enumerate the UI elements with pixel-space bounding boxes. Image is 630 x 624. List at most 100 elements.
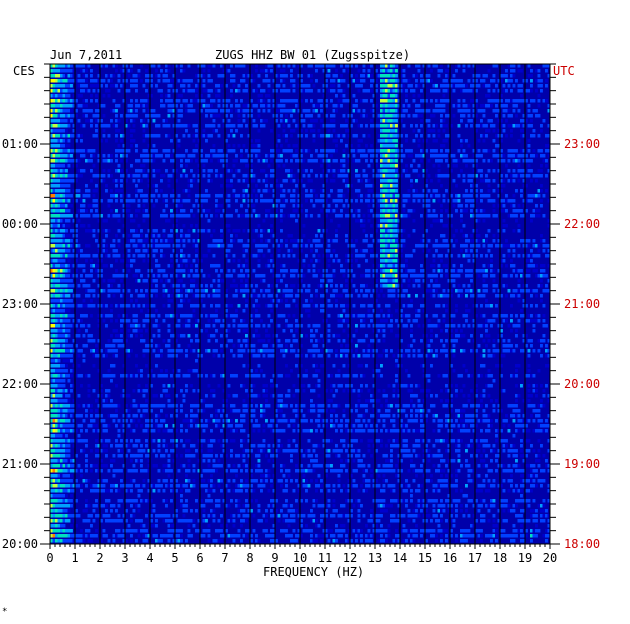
heatmap-cell: [270, 229, 273, 233]
heatmap-cell: [362, 229, 366, 233]
heatmap-cell: [380, 139, 383, 143]
heatmap-cell: [380, 124, 383, 128]
heatmap-cell: [295, 269, 298, 273]
heatmap-cell: [487, 89, 491, 93]
heatmap-cell: [467, 64, 471, 68]
heatmap-cell: [542, 269, 546, 273]
heatmap-cell: [277, 104, 281, 108]
heatmap-cell: [55, 249, 58, 253]
heatmap-cell: [417, 309, 421, 313]
heatmap-cell: [197, 174, 201, 178]
heatmap-cell: [447, 214, 451, 218]
heatmap-cell: [95, 204, 98, 208]
heatmap-cell: [332, 129, 336, 133]
heatmap-cell: [172, 79, 176, 83]
heatmap-cell: [215, 174, 218, 178]
heatmap-cell: [380, 214, 383, 218]
heatmap-cell: [327, 274, 331, 278]
heatmap-cell: [87, 229, 91, 233]
heatmap-cell: [257, 94, 261, 98]
heatmap-cell: [390, 79, 393, 83]
heatmap-cell: [285, 319, 288, 323]
heatmap-cell: [320, 124, 323, 128]
heatmap-cell: [432, 64, 436, 68]
heatmap-cell: [267, 89, 271, 93]
heatmap-cell: [185, 164, 188, 168]
heatmap-cell: [410, 89, 413, 93]
heatmap-cell: [385, 284, 388, 288]
heatmap-cell: [512, 214, 516, 218]
heatmap-cell: [295, 149, 298, 153]
heatmap-cell: [462, 284, 466, 288]
heatmap-cell: [142, 219, 146, 223]
heatmap-cell: [542, 264, 546, 268]
heatmap-cell: [167, 154, 171, 158]
heatmap-cell: [90, 124, 93, 128]
heatmap-cell: [140, 154, 143, 158]
heatmap-cell: [232, 144, 236, 148]
heatmap-cell: [297, 274, 301, 278]
heatmap-cell: [102, 314, 106, 318]
heatmap-cell: [530, 319, 533, 323]
heatmap-cell: [302, 124, 306, 128]
heatmap-cell: [150, 269, 153, 273]
heatmap-cell: [355, 289, 358, 293]
heatmap-cell: [432, 189, 436, 193]
heatmap-cell: [437, 269, 441, 273]
heatmap-cell: [187, 234, 191, 238]
heatmap-cell: [130, 174, 133, 178]
heatmap-cell: [465, 319, 468, 323]
heatmap-cell: [417, 69, 421, 73]
heatmap-cell: [50, 319, 53, 323]
heatmap-cell: [302, 149, 306, 153]
heatmap-cell: [195, 249, 198, 253]
heatmap-cell: [365, 274, 368, 278]
heatmap-cell: [292, 119, 296, 123]
heatmap-cell: [235, 294, 238, 298]
heatmap-cell: [412, 269, 416, 273]
heatmap-cell: [132, 109, 136, 113]
heatmap-cell: [77, 174, 81, 178]
heatmap-cell: [425, 109, 428, 113]
heatmap-cell: [347, 274, 351, 278]
heatmap-cell: [127, 319, 131, 323]
heatmap-cell: [220, 149, 223, 153]
heatmap-cell: [227, 244, 231, 248]
heatmap-cell: [217, 149, 221, 153]
heatmap-cell: [137, 224, 141, 228]
heatmap-cell: [500, 204, 503, 208]
heatmap-cell: [60, 89, 63, 93]
heatmap-cell: [127, 269, 131, 273]
heatmap-cell: [245, 84, 248, 88]
heatmap-cell: [102, 104, 106, 108]
heatmap-cell: [435, 219, 438, 223]
heatmap-cell: [177, 79, 181, 83]
heatmap-cell: [362, 219, 366, 223]
heatmap-cell: [365, 99, 368, 103]
heatmap-cell: [55, 189, 58, 193]
heatmap-cell: [220, 204, 223, 208]
heatmap-cell: [330, 169, 333, 173]
heatmap-cell: [80, 154, 83, 158]
heatmap-cell: [217, 204, 221, 208]
heatmap-cell: [217, 104, 221, 108]
heatmap-cell: [322, 279, 326, 283]
heatmap-cell: [277, 159, 281, 163]
heatmap-cell: [55, 314, 58, 318]
heatmap-cell: [527, 239, 531, 243]
heatmap-cell: [460, 119, 463, 123]
heatmap-cell: [432, 149, 436, 153]
heatmap-cell: [300, 134, 303, 138]
heatmap-cell: [145, 289, 148, 293]
heatmap-cell: [385, 179, 388, 183]
heatmap-cell: [57, 129, 61, 133]
heatmap-cell: [132, 259, 136, 263]
heatmap-cell: [122, 194, 126, 198]
heatmap-cell: [422, 294, 426, 298]
heatmap-cell: [342, 309, 346, 313]
heatmap-cell: [105, 89, 108, 93]
heatmap-cell: [340, 139, 343, 143]
heatmap-cell: [540, 164, 543, 168]
heatmap-cell: [267, 109, 271, 113]
heatmap-cell: [70, 289, 73, 293]
